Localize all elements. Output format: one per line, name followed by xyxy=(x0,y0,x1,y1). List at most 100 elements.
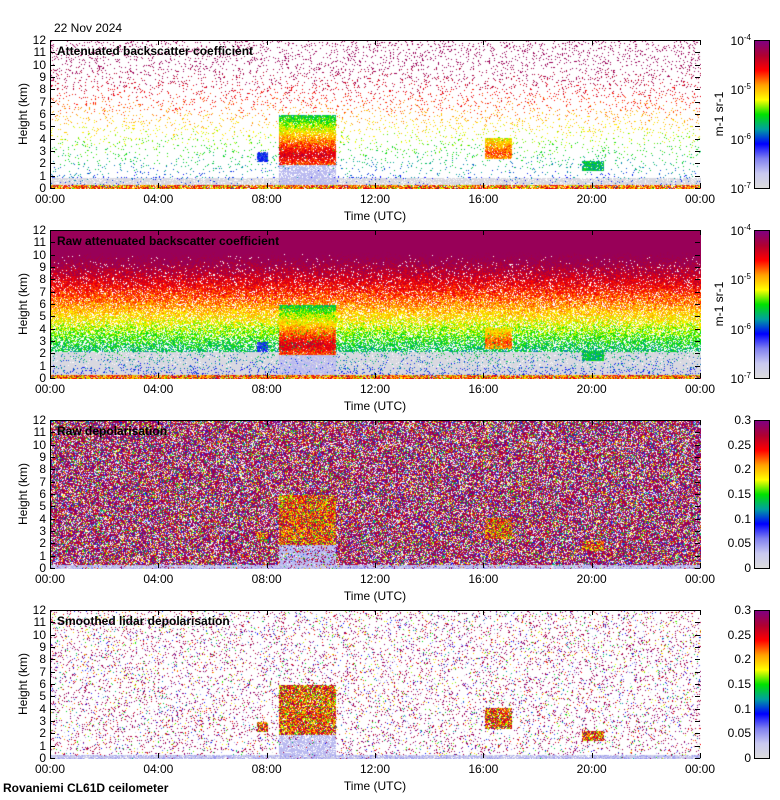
x-tick xyxy=(700,753,701,758)
x-tick-label: 20:00 xyxy=(576,192,607,206)
y-tick xyxy=(50,568,55,569)
y-tick-label: 9 xyxy=(39,640,46,654)
y-tick xyxy=(695,304,700,305)
y-tick xyxy=(50,721,55,722)
colorbar xyxy=(754,420,770,569)
x-tick-label: 16:00 xyxy=(468,572,499,586)
y-tick-label: 4 xyxy=(39,321,46,336)
colorbar-tick-label: 10-7 xyxy=(730,371,751,386)
y-tick xyxy=(50,64,55,66)
y-tick xyxy=(50,138,55,140)
x-tick-label: 08:00 xyxy=(251,572,282,586)
y-tick xyxy=(50,328,55,330)
y-tick xyxy=(50,242,55,244)
y-axis-label: Height (km) xyxy=(16,273,30,336)
y-tick xyxy=(50,126,55,128)
y-tick-label: 3 xyxy=(39,714,46,728)
x-tick xyxy=(591,610,593,615)
y-tick-label: 7 xyxy=(39,664,46,679)
colorbar-tick-label: 0.1 xyxy=(734,511,751,526)
y-tick-label: 8 xyxy=(39,272,46,287)
y-tick xyxy=(695,89,700,91)
x-tick-label: 00:00 xyxy=(684,762,716,776)
y-tick-label: 0 xyxy=(39,561,46,575)
x-tick xyxy=(266,183,268,188)
colorbar-units: m-1 sr-1 xyxy=(712,281,726,327)
y-tick xyxy=(695,659,700,661)
y-tick xyxy=(695,242,700,244)
y-tick xyxy=(695,365,700,367)
y-tick-label: 1 xyxy=(39,358,46,373)
y-tick-label: 0 xyxy=(39,181,46,195)
y-tick xyxy=(695,696,700,698)
y-tick-label: 10 xyxy=(32,627,46,642)
y-tick xyxy=(695,457,700,458)
y-tick xyxy=(50,353,55,355)
y-tick-label: 4 xyxy=(39,511,46,526)
colorbar-tick-label: 0.3 xyxy=(734,603,751,617)
y-tick xyxy=(695,444,700,446)
y-tick xyxy=(695,138,700,140)
x-tick xyxy=(591,40,593,45)
x-tick-label: 16:00 xyxy=(468,192,499,206)
y-tick-label: 11 xyxy=(33,235,46,250)
x-tick xyxy=(158,610,160,615)
colorbar xyxy=(754,230,770,379)
y-tick xyxy=(50,163,55,165)
y-tick xyxy=(695,64,700,66)
y-tick-label: 2 xyxy=(39,536,46,551)
y-tick xyxy=(50,52,55,54)
y-tick xyxy=(50,481,55,483)
x-tick xyxy=(591,183,593,188)
y-tick-label: 11 xyxy=(33,615,46,630)
y-tick xyxy=(50,671,55,673)
y-tick xyxy=(50,230,55,231)
y-tick xyxy=(695,518,700,520)
colorbar-units: m-1 sr-1 xyxy=(712,91,726,137)
x-axis-label: Time (UTC) xyxy=(343,209,407,223)
y-tick xyxy=(695,316,700,318)
x-tick xyxy=(375,563,376,568)
y-tick-label: 9 xyxy=(39,450,46,464)
y-tick-label: 8 xyxy=(39,82,46,97)
y-tick xyxy=(50,304,55,305)
y-tick-label: 12 xyxy=(32,223,46,237)
y-tick-label: 9 xyxy=(39,70,46,84)
colorbar-tick-label: 10-5 xyxy=(730,272,751,288)
y-tick-label: 0 xyxy=(39,751,46,765)
plot-area-2: Raw depolarisation xyxy=(50,420,701,569)
x-tick xyxy=(158,230,160,235)
y-tick xyxy=(695,647,700,648)
x-tick-label: 00:00 xyxy=(34,382,66,396)
x-tick xyxy=(375,420,376,425)
y-tick xyxy=(695,101,700,103)
colorbar-tick-label: 0.05 xyxy=(727,536,751,551)
x-tick xyxy=(700,420,701,425)
x-tick xyxy=(158,563,160,568)
y-tick xyxy=(50,745,55,747)
y-tick xyxy=(50,622,55,624)
y-tick xyxy=(50,494,55,495)
y-tick xyxy=(695,163,700,165)
x-tick xyxy=(591,230,593,235)
x-tick-label: 08:00 xyxy=(251,192,282,206)
y-tick-label: 3 xyxy=(39,144,46,158)
x-tick-label: 12:00 xyxy=(359,382,391,396)
y-tick xyxy=(695,469,700,471)
y-tick xyxy=(50,457,55,458)
x-tick-label: 00:00 xyxy=(684,192,716,206)
y-tick xyxy=(50,316,55,318)
y-tick xyxy=(695,634,700,636)
x-tick xyxy=(50,753,51,758)
y-tick xyxy=(695,52,700,54)
x-tick-label: 12:00 xyxy=(359,572,391,586)
x-tick-label: 20:00 xyxy=(576,572,607,586)
x-tick-label: 12:00 xyxy=(359,192,391,206)
x-tick xyxy=(50,230,51,235)
x-tick xyxy=(266,40,268,45)
panel-title: Attenuated backscatter coefficient xyxy=(57,44,254,58)
y-tick-label: 3 xyxy=(39,334,46,348)
y-axis-label: Height (km) xyxy=(16,83,30,146)
y-tick xyxy=(50,758,55,759)
y-tick-label: 6 xyxy=(39,297,46,311)
